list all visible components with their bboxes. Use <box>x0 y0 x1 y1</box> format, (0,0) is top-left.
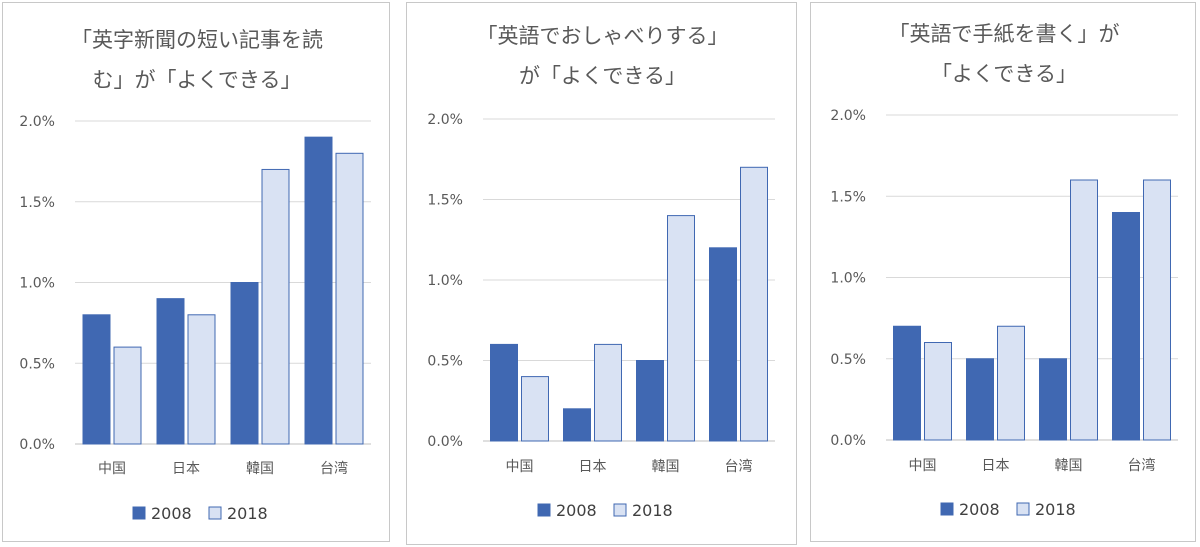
legend-label-2018: 2018 <box>632 501 673 520</box>
x-category-label: 中国 <box>506 459 534 475</box>
bar-2008-2 <box>230 282 259 445</box>
bar-2008-0 <box>490 343 518 442</box>
bar-2018-0 <box>924 342 952 441</box>
bar-2008-2 <box>636 360 664 442</box>
x-category-label: 日本 <box>579 459 607 475</box>
bar-2018-1 <box>594 343 622 442</box>
x-category-label: 台湾 <box>725 458 753 475</box>
chart-panel-conversation: 「英語でおしゃべりする」 が「よくできる」 0.0% 0.5% 1.0% 1.5% 2.0%… <box>406 2 797 545</box>
chart-title-line: 「英字新聞の短い記事を読 <box>71 28 323 52</box>
y-tick-label: 1.0% <box>19 276 55 292</box>
legend-swatch-2018 <box>1016 502 1030 516</box>
y-tick-label: 0.0% <box>19 437 55 453</box>
bar-2018-1 <box>997 325 1025 441</box>
y-tick-label: 1.5% <box>19 195 55 211</box>
bar-2018-0 <box>521 376 549 442</box>
bar-2008-0 <box>82 314 111 445</box>
y-tick-label: 2.0% <box>19 114 55 130</box>
chart-title-line: む」が「よくできる」 <box>93 68 302 92</box>
legend-swatch-2008 <box>940 502 954 516</box>
y-tick-label: 0.5% <box>19 356 55 372</box>
chart-svg: 「英語でおしゃべりする」が「よくできる」 0.0% 0.5% 1.0% 1.5% 2.0%… <box>427 24 775 520</box>
bar-2018-3 <box>335 152 364 445</box>
bar-2018-1 <box>187 314 216 445</box>
chart-title-line: が「よくできる」 <box>519 64 686 88</box>
legend-swatch-2018 <box>613 503 627 517</box>
y-tick-label: 1.0% <box>427 273 463 289</box>
legend-label-2008: 2008 <box>151 504 192 523</box>
y-tick-label: 0.0% <box>830 433 866 449</box>
bar-2018-2 <box>667 215 695 442</box>
bar-2018-2 <box>1070 179 1098 441</box>
y-tick-label: 0.5% <box>830 352 866 368</box>
bar-2008-3 <box>304 136 333 445</box>
x-category-label: 日本 <box>172 461 200 477</box>
y-tick-label: 1.5% <box>830 189 866 205</box>
bar-2008-1 <box>156 298 185 445</box>
chart-panel-newspaper: 「英字新聞の短い記事を読 む」が「よくできる」 0.0% 0.5% 1.0% 1.5% 2.… <box>2 2 390 542</box>
bar-2008-1 <box>966 358 994 441</box>
bar-2008-3 <box>1112 212 1140 441</box>
x-category-label: 韓国 <box>652 459 680 475</box>
chart-title-line: 「英語でおしゃべりする」 <box>477 24 729 48</box>
y-tick-label: 1.0% <box>830 271 866 287</box>
bar-2018-0 <box>113 346 142 445</box>
legend-swatch-2008 <box>537 503 551 517</box>
y-tick-label: 0.5% <box>427 354 463 370</box>
chart-title-line: 「よくできる」 <box>931 62 1077 86</box>
y-tick-label: 1.5% <box>427 193 463 209</box>
x-category-label: 韓国 <box>1055 458 1083 474</box>
bar-2018-3 <box>740 166 768 442</box>
x-category-label: 台湾 <box>1128 457 1156 474</box>
y-tick-label: 2.0% <box>830 108 866 124</box>
y-tick-label: 2.0% <box>427 112 463 128</box>
legend-swatch-2008 <box>132 506 146 520</box>
legend-label-2008: 2008 <box>556 501 597 520</box>
chart-title-line: 「英語で手紙を書く」が <box>889 22 1120 46</box>
chart-panel-letter: 「英語で手紙を書く」が 「よくできる」 0.0% 0.5% 1.0% 1.5% 2.0% 中国… <box>810 2 1196 542</box>
chart-svg: 「英語で手紙を書く」が「よくできる」 0.0% 0.5% 1.0% 1.5% 2.0% 中国… <box>830 22 1178 519</box>
x-category-label: 中国 <box>909 458 937 474</box>
y-tick-label: 0.0% <box>427 434 463 450</box>
bar-2008-3 <box>709 247 737 442</box>
legend-swatch-2018 <box>208 506 222 520</box>
bar-2008-1 <box>563 408 591 442</box>
bar-2018-3 <box>1143 179 1171 441</box>
x-category-label: 日本 <box>982 458 1010 474</box>
bar-2008-0 <box>893 325 921 441</box>
legend-label-2008: 2008 <box>959 500 1000 519</box>
bar-2018-2 <box>261 168 290 445</box>
x-category-label: 台湾 <box>320 460 348 477</box>
x-category-label: 韓国 <box>246 461 274 477</box>
legend-label-2018: 2018 <box>1035 500 1076 519</box>
x-category-label: 中国 <box>98 461 126 477</box>
legend-label-2018: 2018 <box>227 504 268 523</box>
bar-2008-2 <box>1039 358 1067 441</box>
